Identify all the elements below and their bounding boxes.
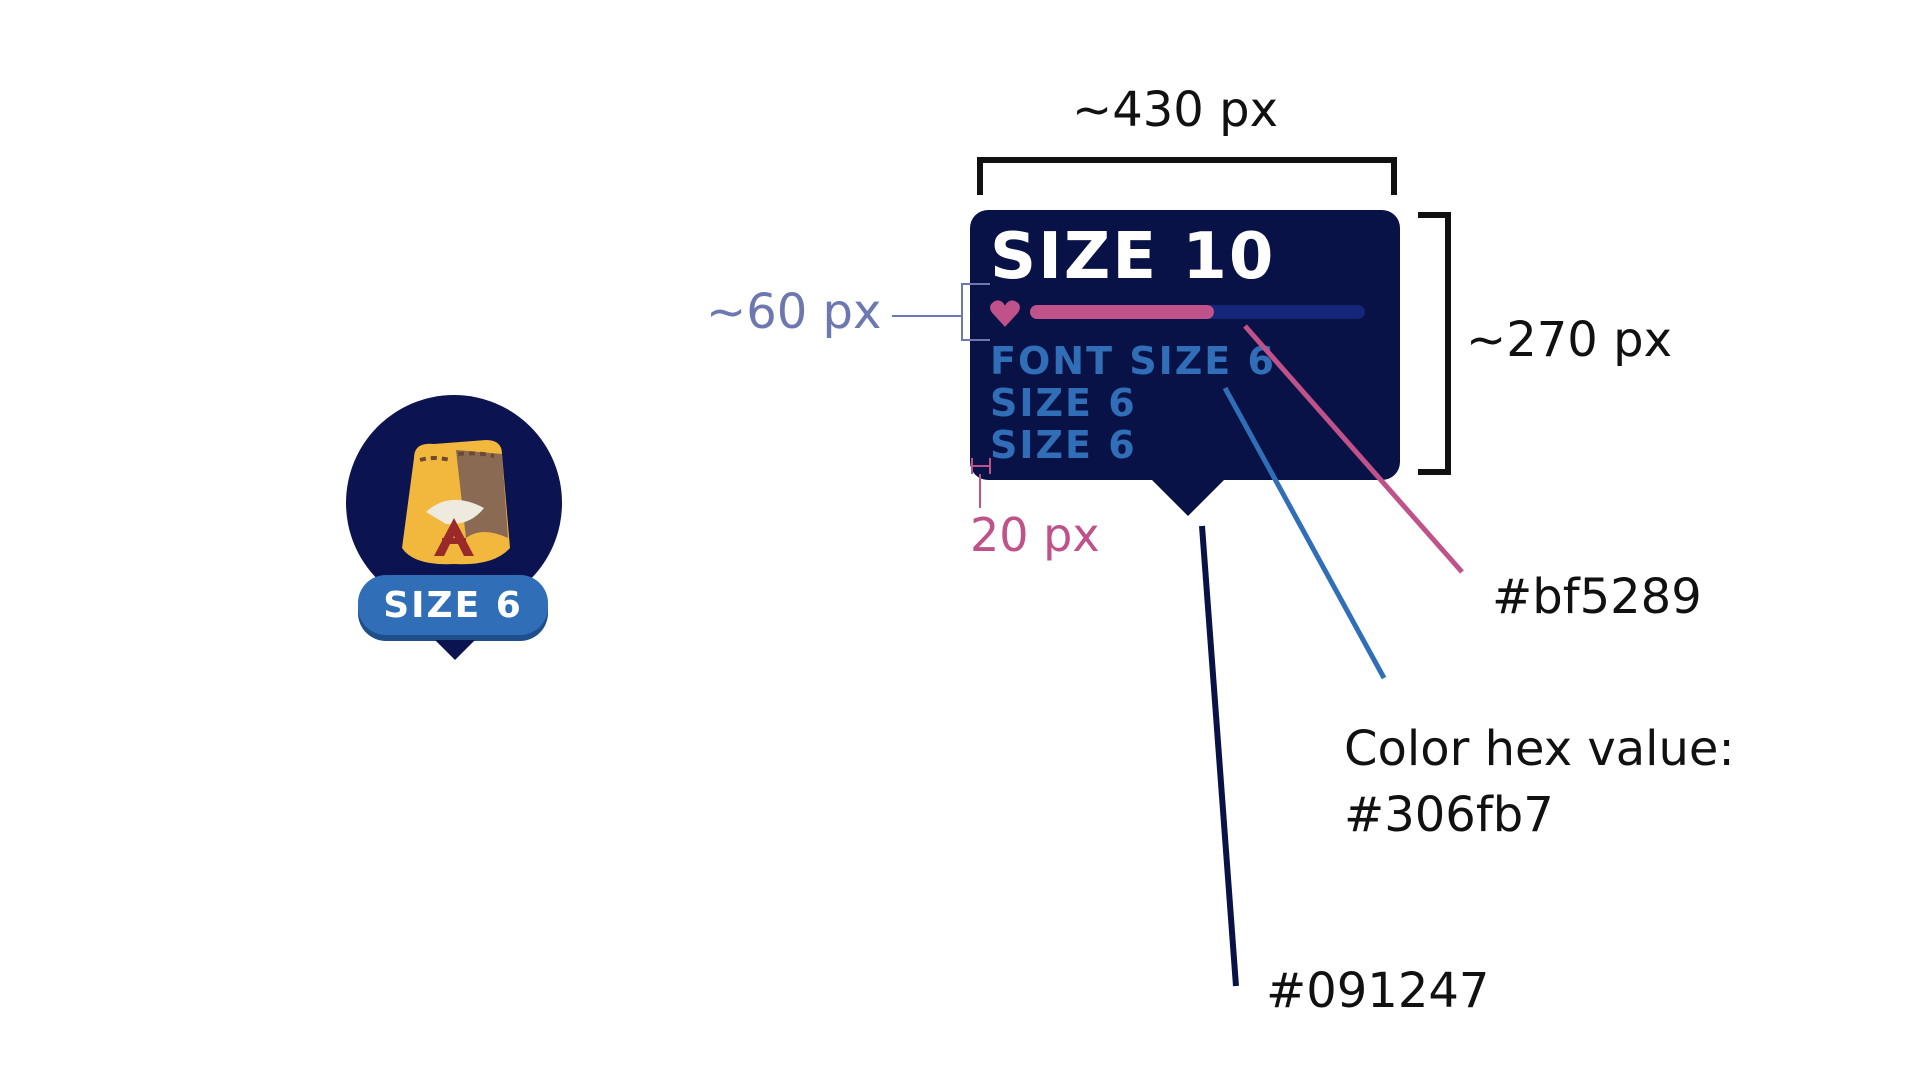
health-bar-fill: [1030, 305, 1214, 319]
tooltip-pointer: [1150, 478, 1226, 516]
card-line-2: SIZE 6: [990, 381, 1137, 425]
card-line-3: SIZE 6: [990, 423, 1137, 467]
tooltip-card: [970, 210, 1400, 480]
pink-hex-label: #bf5289: [1492, 569, 1702, 625]
marker-label: SIZE 6: [358, 575, 548, 635]
width-label: ~430 px: [1072, 82, 1278, 138]
bar-height-label: ~60 px: [706, 284, 882, 340]
blue-hex-label: #306fb7: [1344, 787, 1554, 843]
heart-icon: [990, 300, 1020, 327]
card-title: SIZE 10: [990, 220, 1276, 294]
marker-pointer: [435, 640, 475, 660]
treasure-bag-icon: [402, 440, 510, 565]
padding-label: 20 px: [970, 508, 1100, 562]
card-line-1: FONT SIZE 6: [990, 339, 1276, 383]
height-label: ~270 px: [1466, 312, 1672, 368]
blue-hex-caption: Color hex value:: [1344, 721, 1735, 777]
navy-hex-label: #091247: [1266, 963, 1490, 1019]
